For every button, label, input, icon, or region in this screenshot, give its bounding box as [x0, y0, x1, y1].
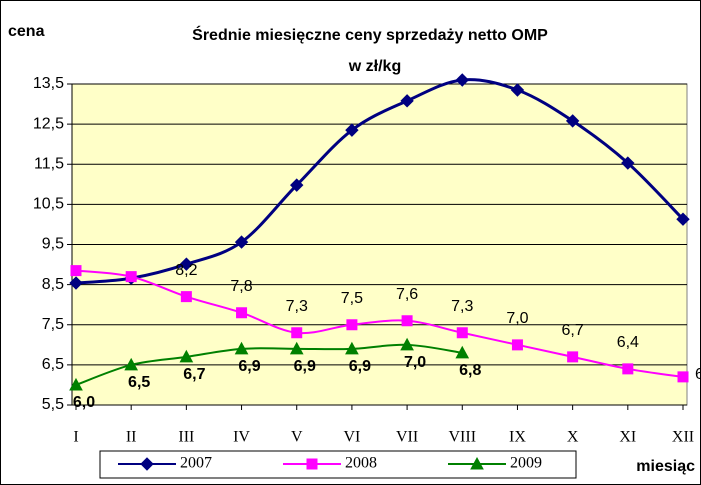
y-tick-label: 5,5: [42, 396, 64, 413]
legend-label: 2008: [345, 455, 377, 472]
data-point: [124, 357, 139, 371]
y-tick-label: 11,5: [34, 155, 64, 172]
data-label: 6,9: [238, 358, 260, 375]
x-tick-label: VIII: [448, 429, 476, 446]
x-tick-label: IV: [233, 429, 250, 446]
x-tick-label: XI: [619, 429, 636, 446]
legend-marker: [140, 457, 154, 471]
data-point: [289, 341, 304, 355]
data-point: [234, 341, 249, 355]
data-label: 6,7: [562, 322, 584, 339]
x-tick-label: VII: [396, 429, 418, 446]
data-point: [456, 327, 468, 339]
data-point: [676, 212, 690, 226]
x-axis-label: miesiąc: [636, 458, 695, 475]
chart-title: Średnie miesięczne ceny sprzedaży netto …: [192, 25, 548, 44]
y-tick-label: 8,5: [42, 276, 64, 293]
data-label: 7,3: [286, 298, 308, 315]
data-point: [345, 123, 359, 137]
x-tick-label: XII: [672, 429, 694, 446]
data-point: [401, 315, 413, 327]
data-point: [455, 73, 469, 87]
data-label: 6,2: [695, 366, 701, 383]
y-tick-label: 9,5: [42, 236, 64, 253]
data-point: [677, 371, 689, 383]
series-line: [75, 343, 463, 386]
data-point: [455, 345, 470, 359]
data-label: 6,9: [294, 358, 316, 375]
data-point: [70, 265, 82, 277]
data-label: 6,7: [183, 366, 205, 383]
y-axis-label: cena: [8, 23, 45, 40]
data-point: [290, 178, 304, 192]
legend-marker: [470, 456, 484, 470]
data-label: 7,5: [341, 290, 363, 307]
data-label: 7,0: [404, 354, 426, 371]
data-point: [291, 327, 303, 339]
data-label: 6,5: [128, 374, 150, 391]
y-tick-label: 10,5: [33, 196, 64, 213]
data-label: 7,3: [451, 298, 473, 315]
data-point: [622, 363, 634, 375]
data-point: [179, 349, 194, 363]
legend-label: 2009: [510, 455, 542, 472]
data-point: [69, 276, 83, 290]
x-tick-label: IX: [509, 429, 526, 446]
data-label: 6,4: [617, 334, 639, 351]
y-tick-label: 6,5: [42, 356, 64, 373]
x-tick-label: V: [291, 429, 303, 446]
data-label: 7,8: [230, 278, 252, 295]
data-label: 6,0: [73, 394, 95, 411]
x-tick-label: VI: [343, 429, 360, 446]
data-point: [621, 156, 635, 170]
y-tick-label: 13,5: [33, 75, 64, 92]
x-tick-label: II: [126, 429, 137, 446]
data-label: 8,2: [175, 262, 197, 279]
legend-marker: [306, 458, 318, 470]
data-point: [510, 83, 525, 97]
data-point: [400, 94, 414, 108]
data-point: [567, 351, 579, 363]
x-tick-label: III: [178, 429, 194, 446]
data-point: [345, 341, 359, 355]
data-point: [400, 337, 414, 351]
y-tick-label: 12,5: [33, 115, 64, 132]
data-point: [236, 307, 248, 319]
data-point: [565, 114, 580, 128]
data-point: [511, 339, 523, 351]
x-tick-label: I: [73, 429, 78, 446]
y-tick-label: 7,5: [42, 316, 64, 333]
legend-label: 2007: [180, 455, 212, 472]
data-point: [179, 257, 194, 271]
data-label: 6,9: [349, 358, 371, 375]
data-point: [180, 291, 192, 303]
x-tick-label: X: [567, 429, 579, 446]
data-point: [69, 377, 83, 391]
data-point: [125, 271, 137, 283]
data-label: 7,6: [396, 286, 418, 303]
data-point: [234, 235, 249, 249]
data-label: 7,0: [506, 310, 528, 327]
chart-subtitle: w zł/kg: [348, 58, 401, 75]
data-label: 6,8: [459, 362, 481, 379]
data-point: [346, 319, 358, 331]
